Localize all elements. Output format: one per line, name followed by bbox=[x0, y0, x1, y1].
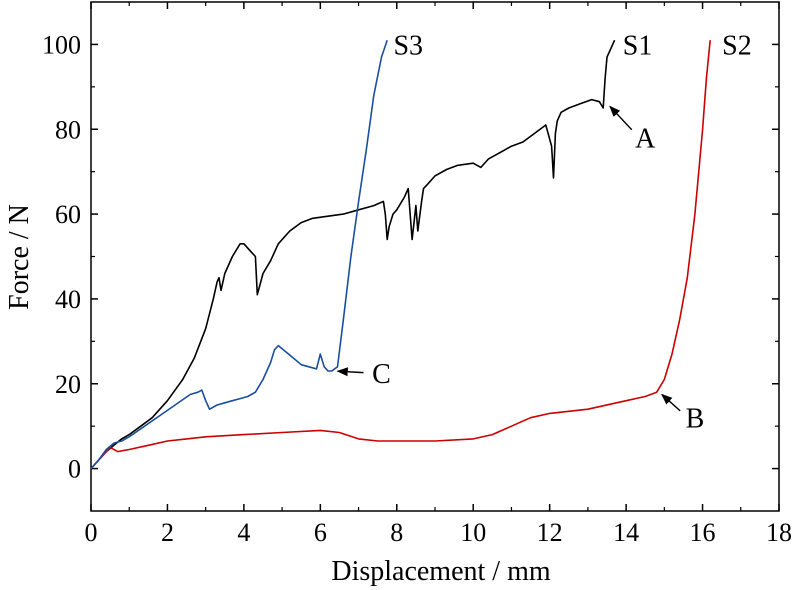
x-tick-label: 12 bbox=[537, 518, 563, 547]
x-tick-label: 14 bbox=[613, 518, 639, 547]
y-tick-label: 80 bbox=[55, 115, 81, 144]
y-tick-label: 60 bbox=[55, 200, 81, 229]
y-axis-title: Force / N bbox=[4, 204, 35, 310]
annotations: S1 S2 S3 A B C bbox=[336, 30, 752, 435]
x-tick-label: 16 bbox=[690, 518, 716, 547]
y-tick-label: 100 bbox=[42, 30, 81, 59]
series-line-s1 bbox=[90, 39, 616, 470]
x-tick-label: 8 bbox=[390, 518, 403, 547]
plot-frame bbox=[90, 1, 780, 512]
series-label-s2: S2 bbox=[722, 30, 752, 61]
x-tick-label: 18 bbox=[766, 518, 792, 547]
series-line-s2 bbox=[90, 40, 711, 470]
y-tick-label: 0 bbox=[68, 455, 81, 484]
y-tick-label: 40 bbox=[55, 285, 81, 314]
annotation-label-a: A bbox=[635, 124, 656, 155]
x-tick-label: 2 bbox=[161, 518, 174, 547]
annotation-arrow-a bbox=[609, 105, 633, 131]
annotation-arrow-c bbox=[336, 367, 364, 377]
x-tick-label: 6 bbox=[314, 518, 327, 547]
series-label-s1: S1 bbox=[623, 30, 653, 61]
x-tick-label: 4 bbox=[237, 518, 250, 547]
x-tick-label: 0 bbox=[85, 518, 98, 547]
axes: 0 2 4 6 8 10 12 14 16 18 0 20 40 60 80 100 bbox=[42, 1, 792, 547]
series-label-s3: S3 bbox=[393, 30, 423, 61]
annotation-arrow-b bbox=[661, 393, 681, 412]
y-tick-label: 20 bbox=[55, 370, 81, 399]
x-axis-title: Displacement / mm bbox=[331, 556, 551, 587]
series-lines bbox=[90, 39, 711, 470]
x-tick-label: 10 bbox=[460, 518, 486, 547]
annotation-label-b: B bbox=[686, 404, 705, 435]
series-line-s3 bbox=[90, 39, 388, 470]
annotation-label-c: C bbox=[372, 359, 391, 390]
